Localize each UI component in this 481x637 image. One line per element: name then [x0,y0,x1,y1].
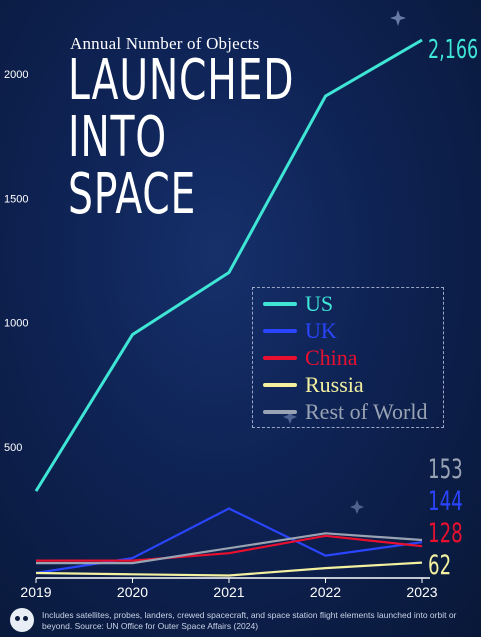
series-line-rest-of-world [36,532,423,565]
y-tick-label: 2000 [4,69,28,81]
legend-swatch [263,302,297,306]
legend-label: UK [305,318,337,343]
legend-item-rest-of-world: Rest of World [263,400,427,424]
title-line: INTO [68,105,168,170]
end-label-russia: 62 [428,549,451,581]
visual-capitalist-logo-icon [10,608,34,632]
title-line: SPACE [68,162,197,227]
chart-legend: US UK China Russia Rest of World [252,287,444,428]
x-axis-ticks: 2019 2020 2021 2022 2023 [20,578,438,600]
end-label-china: 128 [428,517,463,549]
series-lines [34,38,423,577]
y-tick-label: 500 [4,442,22,454]
legend-swatch [263,410,297,414]
legend-item-us: US [263,292,333,316]
legend-swatch [263,329,297,333]
chart-subtitle: Annual Number of Objects [70,34,260,53]
legend-item-uk: UK [263,319,337,343]
legend-item-russia: Russia [263,373,364,397]
sparkle-icon [390,10,406,26]
legend-item-china: China [263,346,358,370]
legend-swatch [263,383,297,387]
x-tick-label: 2019 [20,584,51,600]
sparkle-icon [350,500,364,514]
legend-label: Rest of World [305,399,428,424]
sparkle-icon [283,410,297,424]
series-line-china [36,534,423,562]
end-label-us: 2,166 [428,35,478,64]
legend-label: US [305,291,334,316]
end-label-uk: 144 [428,485,463,517]
title-line: LAUNCHED [68,48,295,113]
legend-label: China [305,345,358,370]
x-tick-label: 2021 [213,584,244,600]
y-tick-label: 1500 [4,193,28,205]
series-line-russia [35,561,423,577]
legend-swatch [263,356,297,360]
y-tick-label: 1000 [4,318,28,330]
x-tick-label: 2020 [117,584,148,600]
y-axis-ticks: 2000 1500 1000 500 [4,69,28,454]
legend-label: Russia [305,372,364,397]
end-label-rest-of-world: 153 [428,453,463,485]
footnote-source: Includes satellites, probes, landers, cr… [42,610,457,631]
x-tick-label: 2022 [310,584,341,600]
series-line-us [34,38,423,492]
decorative-sparkles [283,10,406,514]
chart-title: LAUNCHED INTO SPACE [68,48,295,227]
x-tick-label: 2023 [406,584,437,600]
